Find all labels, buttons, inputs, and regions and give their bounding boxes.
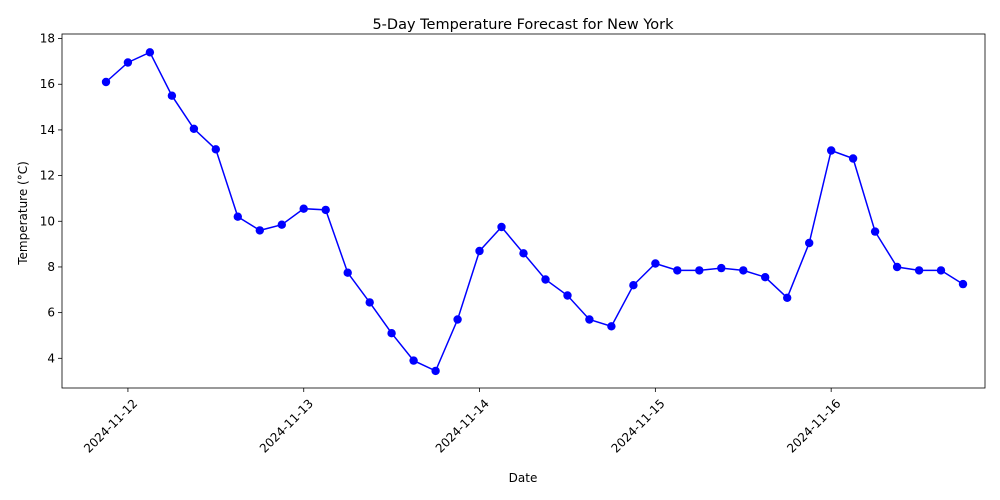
data-point: [321, 205, 330, 215]
y-tick-label: 10: [40, 214, 55, 228]
data-point: [365, 298, 374, 307]
x-tick-label: 2024-11-13: [257, 396, 316, 455]
y-tick-label: 6: [47, 306, 55, 320]
x-tick-label: 2024-11-12: [81, 396, 140, 455]
data-point: [563, 291, 572, 300]
y-axis-label: Temperature (°C): [16, 161, 30, 266]
data-point: [453, 315, 462, 324]
data-point: [739, 266, 748, 275]
data-point: [651, 259, 660, 268]
data-point: [255, 226, 264, 235]
data-point: [167, 91, 177, 100]
data-point: [717, 263, 726, 273]
data-point: [629, 281, 638, 290]
chart-title: 5-Day Temperature Forecast for New York: [372, 17, 674, 33]
data-point: [848, 154, 858, 163]
data-series: [101, 48, 968, 376]
plot-frame: [61, 33, 986, 389]
y-tick-label: 18: [40, 32, 55, 46]
y-tick-label: 14: [40, 123, 55, 137]
data-point: [101, 77, 111, 87]
data-point: [761, 273, 770, 282]
data-point: [387, 329, 396, 338]
data-point: [123, 58, 133, 67]
data-point: [233, 212, 242, 221]
data-point: [585, 315, 594, 324]
data-point: [958, 279, 968, 289]
x-axis-label: Date: [509, 471, 538, 485]
data-point: [145, 48, 155, 57]
y-tick-label: 8: [47, 260, 55, 274]
data-point: [541, 275, 550, 284]
data-point: [277, 220, 286, 229]
data-point: [695, 266, 704, 275]
data-point: [607, 322, 616, 331]
data-point: [189, 124, 199, 133]
data-point: [870, 227, 880, 236]
data-point: [497, 222, 506, 232]
data-point: [299, 204, 308, 213]
x-tick-label: 2024-11-15: [608, 396, 667, 455]
y-tick-label: 12: [40, 169, 55, 183]
data-point: [783, 293, 792, 302]
data-point: [211, 145, 220, 154]
y-tick-label: 16: [40, 77, 55, 91]
data-point: [431, 366, 440, 376]
data-point: [914, 266, 924, 275]
y-tick-label: 4: [47, 351, 55, 365]
temperature-line: [105, 51, 964, 372]
x-tick-label: 2024-11-16: [784, 396, 843, 455]
data-point: [409, 356, 418, 365]
data-point: [892, 262, 902, 272]
data-point: [519, 249, 528, 258]
data-point: [673, 266, 682, 275]
data-point: [805, 238, 814, 248]
axes: 4 6 8 10 12 14 16 18 2024-11-12 2024-11-13 2024-11…: [40, 32, 986, 456]
data-point: [475, 246, 484, 256]
data-point: [827, 146, 836, 155]
data-point: [936, 266, 946, 275]
data-point: [343, 268, 352, 277]
x-tick-label: 2024-11-14: [433, 396, 492, 455]
